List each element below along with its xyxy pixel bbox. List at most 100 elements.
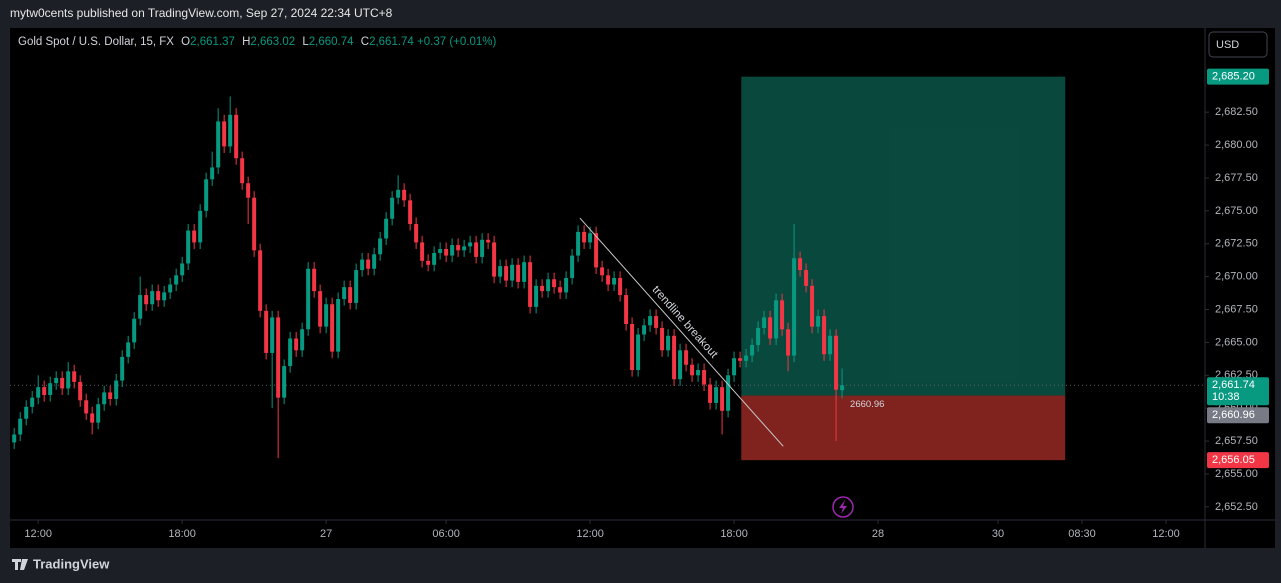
candle-body xyxy=(312,268,317,292)
candle-body xyxy=(612,277,617,285)
candle-body xyxy=(432,252,437,265)
candle-body xyxy=(672,335,677,380)
y-tick-label: 2,677.50 xyxy=(1215,172,1258,184)
legend-value: 2,663.02 xyxy=(250,36,295,48)
candle-body xyxy=(714,387,719,403)
x-tick-label: 06:00 xyxy=(432,528,460,540)
candle-body xyxy=(234,114,239,159)
candle-body xyxy=(444,249,449,256)
candle-body xyxy=(42,387,47,396)
candle-body xyxy=(726,375,731,411)
candle-body xyxy=(528,262,533,307)
candle-body xyxy=(132,318,137,343)
y-tick-label: 2,665.00 xyxy=(1215,336,1258,348)
candle-body xyxy=(498,266,503,277)
candle-body xyxy=(378,238,383,255)
candle-body xyxy=(786,329,791,356)
x-tick-label: 12:00 xyxy=(576,528,604,540)
candle-body xyxy=(348,287,353,303)
x-tick-label: 18:00 xyxy=(720,528,748,540)
candle-body xyxy=(186,230,191,264)
candle-body xyxy=(798,258,803,271)
candle-body xyxy=(522,262,527,282)
candle-body xyxy=(426,260,431,265)
price-tag xyxy=(1207,68,1269,85)
loss-zone xyxy=(741,395,1066,461)
candle-body xyxy=(474,242,479,257)
candle-body xyxy=(96,404,101,423)
candle-body xyxy=(210,167,215,180)
candle-body xyxy=(330,304,335,352)
candle-body xyxy=(144,295,149,305)
x-tick-label: 12:00 xyxy=(24,528,52,540)
candle-body xyxy=(624,295,629,324)
candle-body xyxy=(648,316,653,326)
candle-body xyxy=(834,335,839,390)
candle-body xyxy=(354,270,359,303)
candle-body xyxy=(222,121,227,147)
candle-body xyxy=(228,114,233,147)
candle-body xyxy=(174,275,179,285)
candle-body xyxy=(744,355,749,361)
candle-body xyxy=(690,364,695,376)
candle-body xyxy=(480,239,485,257)
entry-price-label: 2660.96 xyxy=(850,399,884,410)
candle-body xyxy=(60,377,65,389)
legend-value: 2,661.74 xyxy=(369,36,414,48)
candle-body xyxy=(768,317,773,339)
candle-body xyxy=(372,254,377,269)
candle-body xyxy=(762,317,767,328)
brand-logo xyxy=(12,559,28,570)
currency-button[interactable] xyxy=(1208,31,1268,58)
candle-body xyxy=(654,316,659,328)
y-tick-label: 2,680.00 xyxy=(1215,139,1258,151)
price-tag xyxy=(1207,377,1269,406)
candle-body xyxy=(594,233,599,268)
candle-body xyxy=(258,250,263,311)
candle-body xyxy=(666,335,671,351)
candle-body xyxy=(696,370,701,376)
y-tick-label: 2,670.00 xyxy=(1215,271,1258,283)
event-icon[interactable] xyxy=(832,496,854,518)
candle-body xyxy=(120,356,125,381)
candle-body xyxy=(342,287,347,299)
candle-body xyxy=(270,317,275,353)
candle-body xyxy=(684,350,689,365)
y-tick-label: 2,667.50 xyxy=(1215,303,1258,315)
candle-body xyxy=(396,189,401,198)
legend: Gold Spot / U.S. Dollar, 15, FX O2,661.3… xyxy=(18,36,496,48)
candle-body xyxy=(204,179,209,211)
candle-body xyxy=(360,259,365,271)
candle-body xyxy=(720,387,725,411)
candle-body xyxy=(282,366,287,398)
candle-body xyxy=(510,264,515,281)
candle-body xyxy=(246,183,251,198)
candle-body xyxy=(588,233,593,243)
price-tag-label: 2,660.96 xyxy=(1212,409,1255,421)
candle-body xyxy=(78,381,83,401)
candle-body xyxy=(540,285,545,292)
candle-body xyxy=(54,377,59,384)
y-tick-label: 2,652.50 xyxy=(1215,501,1258,513)
legend-change: +0.37 (+0.01%) xyxy=(417,36,496,48)
legend-key: C xyxy=(361,36,369,48)
candle-body xyxy=(534,285,539,307)
candles-layer xyxy=(12,96,845,459)
candle-body xyxy=(468,242,473,247)
candle-body xyxy=(198,210,203,243)
candle-body xyxy=(156,291,161,301)
candle-body xyxy=(336,298,341,352)
candle-body xyxy=(102,392,107,405)
y-tick-label: 2,682.50 xyxy=(1215,106,1258,118)
candle-body xyxy=(24,406,29,419)
candle-body xyxy=(708,384,713,403)
candle-body xyxy=(756,327,761,346)
candle-body xyxy=(552,279,557,288)
y-tick-label: 2,655.00 xyxy=(1215,468,1258,480)
candle-body xyxy=(780,300,785,330)
candle-body xyxy=(84,400,89,414)
candle-body xyxy=(660,327,665,351)
event-icon-bolt xyxy=(839,500,847,514)
legend-value: 2,660.74 xyxy=(309,36,354,48)
